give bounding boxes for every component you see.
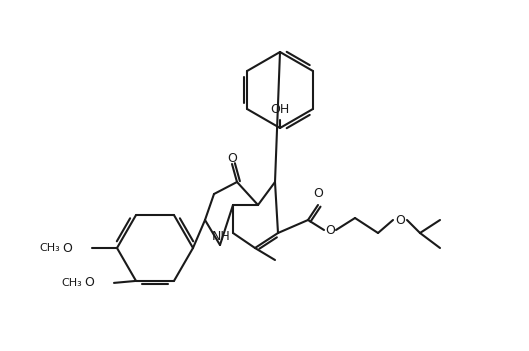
- Text: O: O: [227, 152, 237, 166]
- Text: NH: NH: [212, 230, 230, 243]
- Text: O: O: [325, 224, 335, 237]
- Text: O: O: [62, 241, 72, 254]
- Text: OH: OH: [270, 103, 289, 116]
- Text: CH₃: CH₃: [61, 278, 82, 288]
- Text: O: O: [313, 187, 323, 200]
- Text: O: O: [84, 276, 94, 290]
- Text: CH₃: CH₃: [39, 243, 60, 253]
- Text: O: O: [395, 213, 405, 226]
